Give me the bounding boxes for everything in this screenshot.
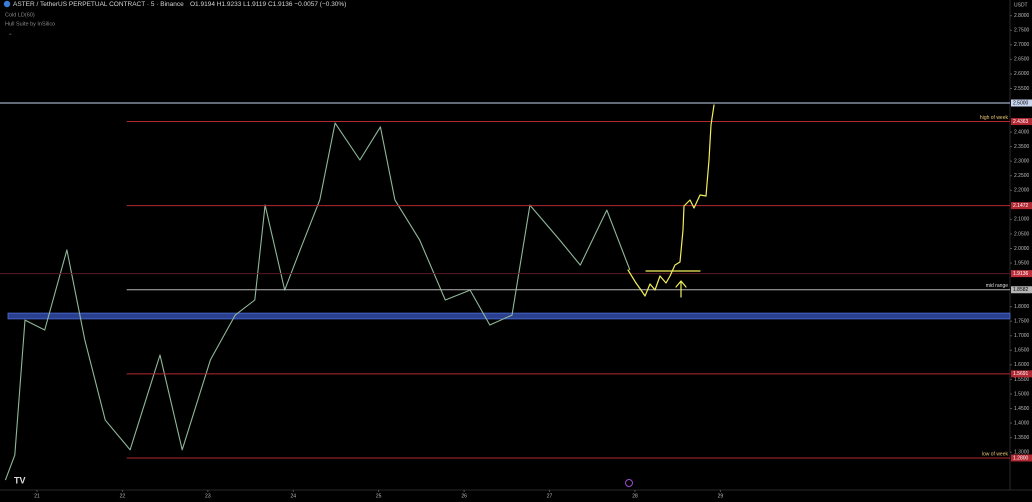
x-tick-label: 24 <box>290 493 296 499</box>
x-tick-label: 26 <box>461 493 467 499</box>
hand-drawing <box>627 104 715 298</box>
price-line <box>4 122 631 481</box>
x-tick-label: 29 <box>718 493 724 499</box>
price-label-box <box>1011 270 1032 278</box>
freehand-arrow <box>675 280 687 298</box>
price-label: 2.5000 <box>1013 100 1029 106</box>
y-tick-label: 2.2000 <box>1014 188 1030 194</box>
y-tick-label: 1.8000 <box>1014 304 1030 310</box>
y-tick-label: 2.6500 <box>1014 57 1030 63</box>
price-label: 1.2800 <box>1013 455 1029 461</box>
level-name: mid range <box>986 283 1008 289</box>
y-tick-label: 1.3500 <box>1014 435 1030 441</box>
level-name: high of week <box>980 115 1009 121</box>
y-tick-label: 1.7000 <box>1014 333 1030 339</box>
price-label-box <box>1011 118 1032 126</box>
y-tick-label: 2.3000 <box>1014 159 1030 165</box>
freehand-path <box>627 104 715 297</box>
price-label-box <box>1011 370 1032 378</box>
y-tick-label: 1.5500 <box>1014 377 1030 383</box>
price-label: 1.5691 <box>1013 371 1029 377</box>
y-tick-label: 2.4000 <box>1014 129 1030 135</box>
event-marker[interactable] <box>625 479 633 487</box>
x-tick-label: 28 <box>632 493 638 499</box>
price-label-box <box>1011 202 1032 210</box>
y-tick-label: 1.5000 <box>1014 391 1030 397</box>
x-tick-label: 21 <box>34 493 40 499</box>
symbol-title: ASTER / TetherUS PERPETUAL CONTRACT · 5 … <box>13 1 184 8</box>
x-tick-label: 23 <box>205 493 211 499</box>
y-tick-label: 1.3000 <box>1014 450 1030 456</box>
symbol-icon <box>3 0 11 8</box>
x-tick-label: 27 <box>547 493 553 499</box>
y-tick-label: 2.3500 <box>1014 144 1030 150</box>
y-tick-label: 1.9500 <box>1014 260 1030 266</box>
y-tick-label: 2.2500 <box>1014 173 1030 179</box>
indicator-2: Hull Suite by InSilico <box>5 21 55 27</box>
y-tick-label: 2.7500 <box>1014 28 1030 34</box>
price-label-box <box>1011 286 1032 294</box>
y-tick-label: 1.4500 <box>1014 406 1030 412</box>
price-label-box <box>1011 99 1032 107</box>
currency-label: USDT <box>1014 2 1028 8</box>
y-tick-label: 2.1000 <box>1014 217 1030 223</box>
price-label: 1.8582 <box>1013 287 1029 293</box>
level-name: low of week <box>982 451 1009 457</box>
y-tick-label: 2.0500 <box>1014 231 1030 237</box>
collapse-toggle[interactable]: ⌃ <box>8 32 13 39</box>
x-tick-label: 22 <box>120 493 126 499</box>
indicator-1: Cold LD(60) <box>5 12 35 18</box>
y-tick-label: 2.8000 <box>1014 13 1030 19</box>
price-label-box <box>1011 454 1032 462</box>
y-tick-label: 1.6000 <box>1014 362 1030 368</box>
y-tick-label: 1.4000 <box>1014 420 1030 426</box>
y-tick-label: 2.5500 <box>1014 86 1030 92</box>
x-tick-label: 25 <box>376 493 382 499</box>
y-tick-label: 2.7000 <box>1014 42 1030 48</box>
y-tick-label: 2.6000 <box>1014 71 1030 77</box>
logo: TV <box>14 475 26 485</box>
price-label: 2.1472 <box>1013 203 1029 209</box>
y-tick-label: 1.6500 <box>1014 348 1030 354</box>
y-tick-label: 2.0000 <box>1014 246 1030 252</box>
price-label: 1.9136 <box>1013 271 1029 277</box>
ohlc: O1.9194 H1.9233 L1.9119 C1.9136 −0.0057 … <box>190 1 346 8</box>
y-tick-label: 1.7500 <box>1014 319 1030 325</box>
price-label: 2.4363 <box>1013 119 1029 125</box>
